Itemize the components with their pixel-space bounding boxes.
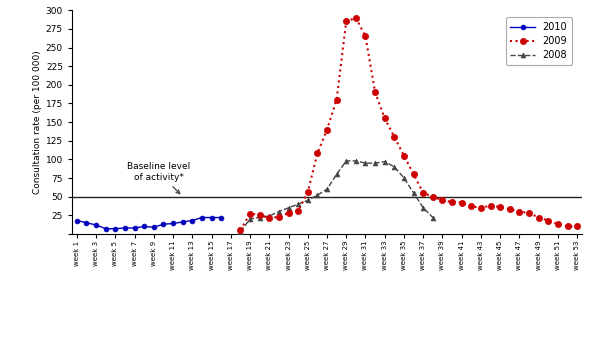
2009 bbox=[448, 200, 455, 204]
2010 bbox=[169, 222, 176, 226]
2009 bbox=[439, 198, 446, 202]
2009 bbox=[371, 90, 379, 94]
2008 bbox=[333, 172, 340, 176]
2008 bbox=[352, 159, 359, 163]
2009 bbox=[419, 191, 427, 195]
2009 bbox=[275, 215, 283, 219]
2008 bbox=[256, 215, 263, 219]
2009 bbox=[526, 211, 533, 215]
2010 bbox=[188, 218, 196, 223]
2009 bbox=[285, 211, 292, 215]
2008 bbox=[323, 187, 331, 191]
2009 bbox=[352, 16, 359, 20]
Line: 2009: 2009 bbox=[237, 15, 580, 233]
Text: Baseline level
of activity*: Baseline level of activity* bbox=[127, 162, 190, 194]
2009 bbox=[400, 153, 407, 158]
2008 bbox=[419, 206, 427, 210]
2009 bbox=[545, 218, 552, 223]
2008 bbox=[275, 209, 283, 214]
2009 bbox=[516, 209, 523, 214]
2010 bbox=[112, 227, 119, 231]
2008 bbox=[247, 217, 254, 221]
2010 bbox=[131, 226, 138, 230]
2009 bbox=[468, 204, 475, 208]
2008 bbox=[304, 198, 311, 202]
2009 bbox=[362, 34, 369, 39]
2010 bbox=[160, 222, 167, 226]
2008 bbox=[362, 161, 369, 165]
2009 bbox=[487, 204, 494, 208]
2010 bbox=[92, 223, 100, 227]
2009 bbox=[314, 151, 321, 155]
2009 bbox=[574, 224, 581, 228]
2010 bbox=[150, 225, 157, 229]
2010 bbox=[218, 215, 225, 219]
2008 bbox=[266, 214, 273, 218]
Legend: 2010, 2009, 2008: 2010, 2009, 2008 bbox=[506, 18, 572, 65]
2009 bbox=[266, 216, 273, 220]
2010 bbox=[83, 221, 90, 225]
2009 bbox=[506, 207, 514, 211]
2008 bbox=[429, 215, 436, 219]
Line: 2010: 2010 bbox=[74, 215, 224, 231]
2010 bbox=[199, 215, 206, 219]
2010 bbox=[121, 226, 128, 230]
2010 bbox=[179, 220, 186, 224]
2010 bbox=[140, 224, 148, 228]
2009 bbox=[237, 228, 244, 232]
2009 bbox=[458, 201, 466, 205]
2008 bbox=[295, 202, 302, 206]
2009 bbox=[478, 206, 485, 210]
2009 bbox=[323, 128, 331, 132]
2008 bbox=[410, 191, 417, 195]
2009 bbox=[535, 215, 542, 219]
2008 bbox=[314, 193, 321, 197]
2009 bbox=[304, 190, 311, 194]
2008 bbox=[381, 160, 388, 164]
2009 bbox=[295, 209, 302, 213]
2009 bbox=[410, 172, 417, 176]
2009 bbox=[247, 212, 254, 216]
2009 bbox=[381, 116, 388, 120]
2009 bbox=[497, 205, 504, 209]
2009 bbox=[429, 195, 436, 199]
2010 bbox=[102, 227, 109, 231]
Line: 2008: 2008 bbox=[238, 159, 435, 234]
2010 bbox=[208, 215, 215, 219]
2009 bbox=[554, 222, 562, 226]
2008 bbox=[285, 206, 292, 210]
2009 bbox=[564, 224, 571, 228]
2009 bbox=[333, 98, 340, 102]
2008 bbox=[343, 159, 350, 163]
2008 bbox=[237, 230, 244, 234]
2008 bbox=[391, 165, 398, 169]
2008 bbox=[400, 176, 407, 180]
2009 bbox=[256, 213, 263, 217]
Y-axis label: Consultation rate (per 100 000): Consultation rate (per 100 000) bbox=[32, 50, 41, 194]
2008 bbox=[371, 161, 379, 165]
2009 bbox=[343, 19, 350, 23]
2010 bbox=[73, 218, 80, 223]
2009 bbox=[391, 135, 398, 139]
